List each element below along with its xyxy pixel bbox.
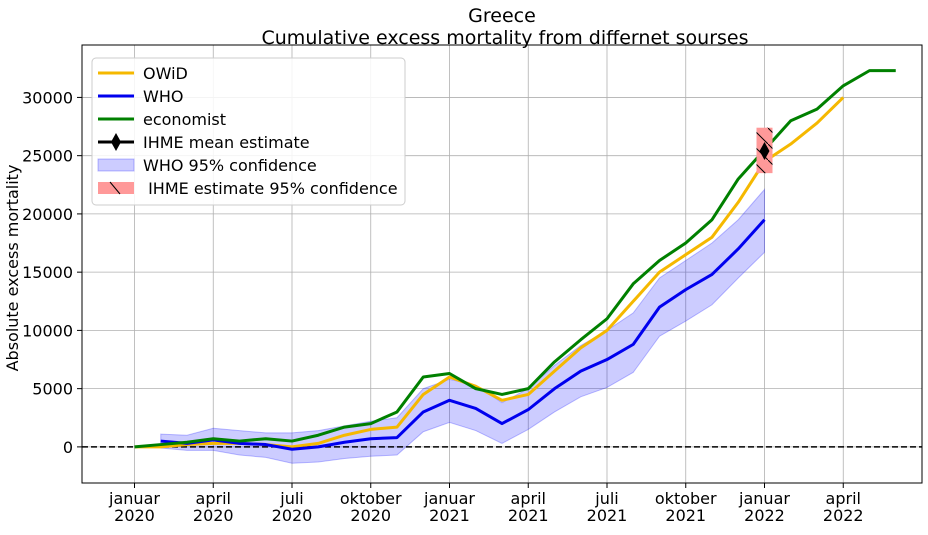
x-tick-label: juli 2021 <box>587 489 628 525</box>
y-tick-label: 15000 <box>22 263 73 282</box>
legend-label: WHO 95% confidence <box>143 156 317 175</box>
legend-box <box>91 57 406 206</box>
legend: OWiD WHO economist IHME mean estimate WHO 95… <box>91 57 406 206</box>
x-tick-label: april 2021 <box>508 489 549 525</box>
plot-area <box>82 69 922 464</box>
chart-title: Greece <box>468 5 536 27</box>
y-tick-label: 30000 <box>22 88 73 107</box>
chart-subtitle: Cumulative excess mortality from differn… <box>262 27 749 49</box>
x-tick-label: juli 2020 <box>272 489 313 525</box>
x-tick-label: april 2022 <box>823 489 864 525</box>
legend-label: WHO <box>143 87 183 106</box>
x-tick-label: januar 2022 <box>738 489 790 525</box>
y-tick-label: 20000 <box>22 205 73 224</box>
axes-frame <box>81 44 923 484</box>
legend-label: OWiD <box>143 64 188 83</box>
marker <box>759 142 770 161</box>
legend-label: IHME mean estimate <box>143 133 310 152</box>
legend-swatch <box>97 158 135 172</box>
legend-swatch <box>98 182 134 194</box>
legend-label: economist <box>143 110 226 129</box>
x-tick-label: oktober 2020 <box>340 489 402 525</box>
x-tick-label: april 2020 <box>193 489 234 525</box>
y-tick-label: 5000 <box>32 380 73 399</box>
x-tick-label: oktober 2021 <box>655 489 717 525</box>
y-axis-label: Absolute excess mortality <box>3 165 22 372</box>
line <box>160 218 766 451</box>
legend-swatch <box>111 133 121 151</box>
x-tick-label: januar 2020 <box>108 489 160 525</box>
x-tick-label: januar 2021 <box>423 489 475 525</box>
y-tick-label: 25000 <box>22 147 73 166</box>
y-tick-label: 0 <box>63 438 73 457</box>
legend-label: IHME estimate 95% confidence <box>143 179 398 198</box>
confidence-band <box>160 188 765 464</box>
y-tick-label: 10000 <box>22 321 73 340</box>
legend-hatch <box>109 181 121 195</box>
